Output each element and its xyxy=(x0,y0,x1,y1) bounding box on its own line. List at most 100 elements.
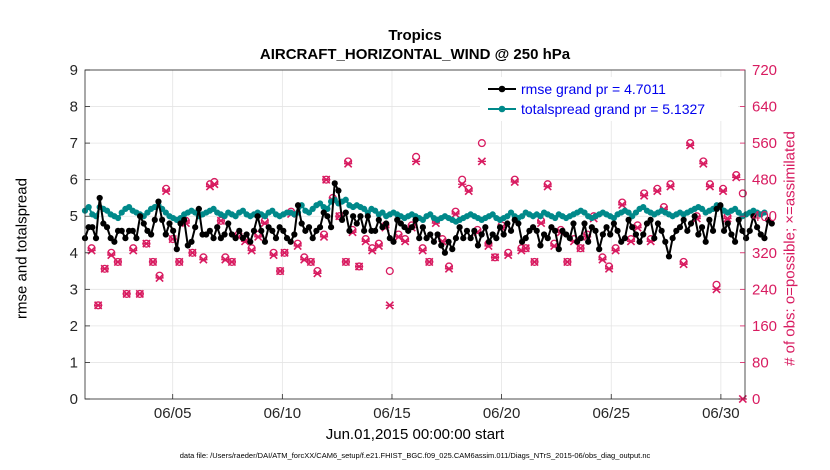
rmse-point xyxy=(695,231,702,238)
rmse-point xyxy=(610,220,617,227)
obs-assimilated-marker xyxy=(374,241,383,251)
rmse-point xyxy=(372,227,379,234)
totalspread-point xyxy=(85,203,92,211)
y-right-tick-label: 160 xyxy=(752,318,777,335)
obs-assimilated-marker xyxy=(322,175,331,184)
obs-assimilated-marker xyxy=(319,232,329,241)
rmse-point xyxy=(739,227,746,234)
y-right-tick-label: 80 xyxy=(752,354,769,371)
rmse-point xyxy=(599,231,606,238)
totalspread-point xyxy=(761,209,768,216)
obs-assimilated-marker xyxy=(530,257,539,267)
rmse-point xyxy=(522,235,529,242)
rmse-point xyxy=(269,227,276,234)
obs-assimilated-marker xyxy=(451,209,460,219)
rmse-point xyxy=(188,238,195,245)
rmse-point xyxy=(687,220,695,227)
rmse-point xyxy=(159,216,166,223)
obs-assimilated-marker xyxy=(129,246,138,255)
rmse-point xyxy=(742,235,750,242)
rmse-point xyxy=(577,235,584,242)
rmse-point xyxy=(151,216,158,223)
y-tick-label: 8 xyxy=(70,99,78,116)
rmse-point xyxy=(471,227,478,234)
rmse-point xyxy=(133,235,140,242)
obs-assimilated-marker xyxy=(155,273,164,283)
obs-assimilated-marker xyxy=(247,246,256,255)
obs-assimilated-marker xyxy=(477,157,487,166)
rmse-point xyxy=(614,227,621,234)
rmse-point xyxy=(316,224,324,231)
rmse-point xyxy=(731,238,739,245)
rmse-point xyxy=(214,224,221,231)
rmse-point xyxy=(665,253,673,260)
rmse-point xyxy=(640,231,647,238)
rmse-point xyxy=(361,227,368,234)
rmse-point xyxy=(210,235,217,242)
rmse-point xyxy=(103,224,111,231)
obs-assimilated-marker xyxy=(699,159,708,168)
y-tick-label: 2 xyxy=(70,318,78,335)
rmse-point xyxy=(383,220,390,227)
rmse-point xyxy=(342,209,349,216)
obs-assimilated-marker xyxy=(148,257,158,267)
rmse-point xyxy=(460,235,467,242)
y-right-tick-label: 480 xyxy=(752,172,777,189)
rmse-point xyxy=(287,238,294,245)
obs-assimilated-marker xyxy=(275,266,285,276)
x-tick-label: 06/05 xyxy=(154,405,192,422)
legend-rmse-marker xyxy=(498,85,506,93)
rmse-point xyxy=(335,187,342,194)
rmse-point xyxy=(243,231,250,238)
obs-assimilated-marker xyxy=(536,218,546,228)
obs-assimilated-marker xyxy=(604,264,614,273)
obs-assimilated-marker xyxy=(227,257,237,267)
rmse-point xyxy=(592,227,599,234)
rmse-point xyxy=(294,202,302,209)
rmse-point xyxy=(96,194,103,202)
rmse-point xyxy=(478,231,485,238)
rmse-point xyxy=(357,213,364,220)
rmse-point xyxy=(408,224,415,231)
rmse-point xyxy=(702,238,709,245)
obs-assimilated-marker xyxy=(457,180,467,189)
rmse-point xyxy=(496,224,504,231)
y-right-tick-label: 400 xyxy=(752,208,777,225)
rmse-point xyxy=(221,231,228,238)
rmse-point xyxy=(724,220,731,227)
x-axis-label: Jun.01,2015 00:00:00 start xyxy=(325,426,505,443)
obs-assimilated-marker xyxy=(563,257,572,267)
obs-assimilated-marker xyxy=(464,186,473,196)
rmse-point xyxy=(261,238,269,245)
rmse-point xyxy=(585,238,592,245)
rmse-point xyxy=(427,231,434,238)
rmse-point xyxy=(92,235,100,242)
legend-spread-marker xyxy=(498,105,506,113)
rmse-point xyxy=(434,231,441,238)
y-right-tick-label: 640 xyxy=(752,99,777,116)
rmse-point xyxy=(441,249,449,256)
rmse-point xyxy=(533,227,540,234)
legend-spread-label: totalspread grand pr = 5.1327 xyxy=(521,101,705,117)
rmse-point xyxy=(419,224,426,231)
obs-possible-marker xyxy=(738,189,747,198)
rmse-point xyxy=(122,235,129,242)
rmse-point xyxy=(412,216,419,223)
rmse-point xyxy=(375,216,382,223)
y-axis-label-left: rmse and totalspread xyxy=(13,178,31,319)
obs-assimilated-marker xyxy=(368,246,377,255)
rmse-point xyxy=(746,227,753,234)
rmse-point xyxy=(544,235,551,242)
rmse-point xyxy=(192,224,199,231)
chart-title: Tropics xyxy=(388,27,442,44)
rmse-point xyxy=(632,231,640,238)
obs-assimilated-marker xyxy=(718,186,728,196)
legend: rmse grand pr = 4.7011 totalspread grand… xyxy=(480,77,738,121)
rmse-point xyxy=(350,213,357,220)
obs-assimilated-marker xyxy=(639,191,649,200)
rmse-point xyxy=(552,227,559,234)
rmse-point xyxy=(658,227,665,234)
obs-assimilated-marker xyxy=(723,214,732,223)
obs-possible-marker xyxy=(458,175,467,184)
